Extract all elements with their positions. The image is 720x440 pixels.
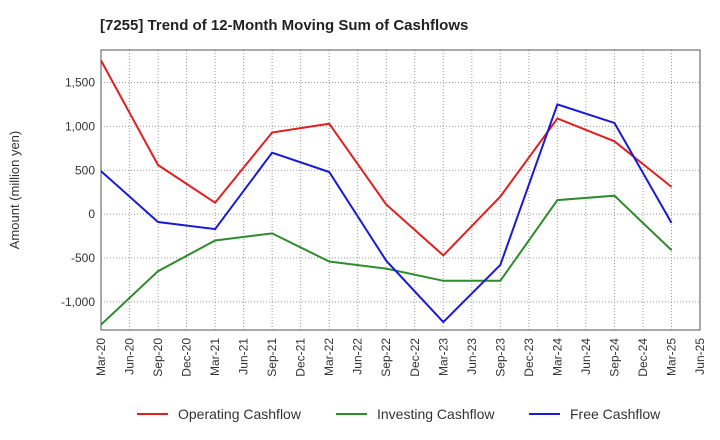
x-tick-label: Mar-21: [208, 338, 222, 376]
x-axis-ticks: Mar-20 Jun-20 Sep-20 Dec-20 Mar-21 Jun-21 Sep-…: [94, 338, 707, 377]
x-tick-label: Mar-20: [94, 338, 108, 376]
legend-label-operating-cashflow: Operating Cashflow: [178, 406, 302, 422]
x-tick-label: Dec-20: [180, 338, 194, 377]
y-tick-label: 0: [88, 207, 95, 221]
x-tick-label: Sep-21: [265, 338, 279, 377]
series-lines: [100, 60, 673, 326]
legend: Operating Cashflow Investing Cashflow Free…: [137, 406, 661, 422]
x-tick-label: Sep-23: [493, 338, 507, 377]
x-tick-label: Jun-25: [693, 338, 707, 375]
series-line-investing-cashflow: [100, 194, 673, 326]
grid: [100, 50, 701, 330]
x-tick-label: Jun-21: [237, 338, 251, 375]
y-tick-label: -1,000: [61, 295, 95, 309]
series-line-free-cashflow: [100, 103, 673, 324]
y-tick-label: 500: [75, 163, 95, 177]
x-tick-label: Mar-23: [436, 338, 450, 376]
x-tick-label: Mar-25: [664, 338, 678, 376]
x-tick-label: Sep-20: [151, 338, 165, 377]
x-tick-label: Jun-22: [351, 338, 365, 375]
x-tick-label: Jun-23: [465, 338, 479, 375]
series-line-operating-cashflow: [100, 60, 673, 257]
x-tick-label: Dec-23: [522, 338, 536, 377]
x-tick-label: Dec-21: [294, 338, 308, 377]
y-tick-label: -500: [71, 251, 95, 265]
y-tick-label: 1,500: [65, 75, 95, 89]
x-tick-label: Dec-24: [636, 338, 650, 377]
x-tick-label: Jun-20: [123, 338, 137, 375]
x-tick-label: Jun-24: [579, 338, 593, 375]
y-axis-ticks: 1,500 1,000 500 0 -500 -1,000: [61, 75, 95, 308]
legend-label-investing-cashflow: Investing Cashflow: [377, 406, 495, 422]
y-tick-label: 1,000: [65, 119, 95, 133]
x-tick-label: Mar-22: [322, 338, 336, 376]
x-tick-label: Dec-22: [408, 338, 422, 377]
chart-title: [7255] Trend of 12-Month Moving Sum of C…: [100, 17, 468, 34]
y-axis-label: Amount (million yen): [7, 131, 22, 250]
x-tick-label: Sep-24: [607, 338, 621, 377]
plot-frame: [100, 49, 701, 331]
x-tick-label: Mar-24: [550, 338, 564, 376]
legend-label-free-cashflow: Free Cashflow: [570, 406, 661, 422]
x-tick-label: Sep-22: [379, 338, 393, 377]
